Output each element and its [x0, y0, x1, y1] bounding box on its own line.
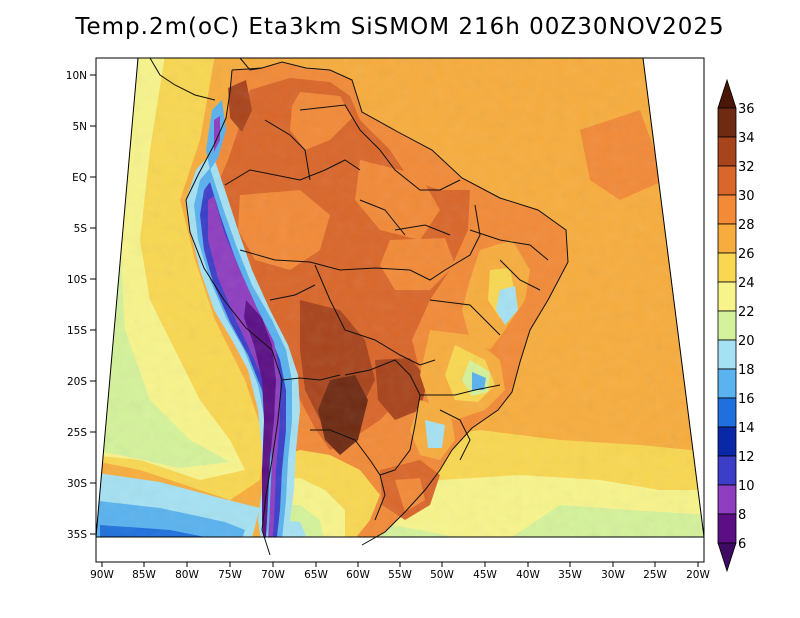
- lat-tick-label: 35S: [67, 529, 87, 541]
- lat-tick-label: 5S: [74, 223, 88, 235]
- colorbar-bottom-arrow: [717, 542, 737, 573]
- colorbar-label: 8: [738, 508, 746, 523]
- colorbar-bin: [717, 513, 737, 544]
- colorbar-label: 28: [738, 218, 755, 233]
- lon-tick-label: 25W: [643, 569, 667, 581]
- lon-tick-label: 75W: [218, 569, 242, 581]
- lon-tick-label: 65W: [304, 569, 328, 581]
- lon-tick-label: 60W: [346, 569, 370, 581]
- colorbar-bin: [717, 455, 737, 486]
- lon-tick-label: 85W: [132, 569, 156, 581]
- lon-tick-label: 30W: [601, 569, 625, 581]
- lat-tick-label: 10N: [66, 70, 87, 82]
- lat-tick-label: 20S: [67, 376, 87, 388]
- colorbar-bin: [717, 339, 737, 370]
- lon-tick-label: 50W: [430, 569, 454, 581]
- lat-tick-label: 15S: [67, 325, 87, 337]
- colorbar-bin: [717, 368, 737, 399]
- colorbar-label: 10: [738, 479, 755, 494]
- temperature-field: [96, 58, 704, 537]
- colorbar-bin: [717, 194, 737, 225]
- lat-tick-label: 5N: [72, 121, 87, 133]
- colorbar-bin: [717, 484, 737, 515]
- colorbar-bin: [717, 426, 737, 457]
- colorbar-label: 6: [738, 537, 746, 552]
- colorbar-label: 26: [738, 247, 755, 262]
- colorbar-top-arrow: [717, 78, 737, 109]
- latitude-axis: 10N 5N EQ 5S 10S 15S 20S 25S 30S 35S: [66, 70, 96, 541]
- colorbar-label: 34: [738, 131, 755, 146]
- colorbar-bin: [717, 310, 737, 341]
- colorbar-label: 16: [738, 392, 755, 407]
- colorbar-label: 30: [738, 189, 755, 204]
- lon-tick-label: 70W: [261, 569, 285, 581]
- lat-tick-label: 25S: [67, 427, 87, 439]
- lon-tick-label: 40W: [516, 569, 540, 581]
- colorbar-bin: [717, 252, 737, 283]
- colorbar-label: 36: [738, 102, 755, 117]
- colorbar: 36 34 32 30 28 26 24 22 20 18 16 14 12 10 8 6: [717, 78, 755, 573]
- colorbar-bin: [717, 136, 737, 167]
- colorbar-label: 22: [738, 305, 755, 320]
- country-borders: [149, 57, 569, 556]
- lat-tick-label: 30S: [67, 478, 87, 490]
- colorbar-bin: [717, 223, 737, 254]
- colorbar-bin: [717, 397, 737, 428]
- colorbar-label: 20: [738, 334, 755, 349]
- colorbar-label: 12: [738, 450, 755, 465]
- colorbar-label: 14: [738, 421, 755, 436]
- lat-tick-label: EQ: [72, 172, 87, 184]
- lon-tick-label: 45W: [473, 569, 497, 581]
- lon-tick-label: 20W: [686, 569, 710, 581]
- lon-tick-label: 55W: [388, 569, 412, 581]
- lon-tick-label: 80W: [175, 569, 199, 581]
- colorbar-bin: [717, 165, 737, 196]
- colorbar-bin: [717, 107, 737, 138]
- colorbar-label: 32: [738, 160, 755, 175]
- longitude-axis: 90W 85W 80W 75W 70W 65W 60W 55W 50W 45W …: [90, 562, 710, 581]
- lon-tick-label: 35W: [558, 569, 582, 581]
- lat-tick-label: 10S: [67, 274, 87, 286]
- map-title: Temp.2m(oC) Eta3km SiSMOM 216h 00Z30NOV2…: [75, 14, 725, 40]
- colorbar-bin: [717, 281, 737, 312]
- colorbar-label: 18: [738, 363, 755, 378]
- lon-tick-label: 90W: [90, 569, 114, 581]
- colorbar-label: 24: [738, 276, 755, 291]
